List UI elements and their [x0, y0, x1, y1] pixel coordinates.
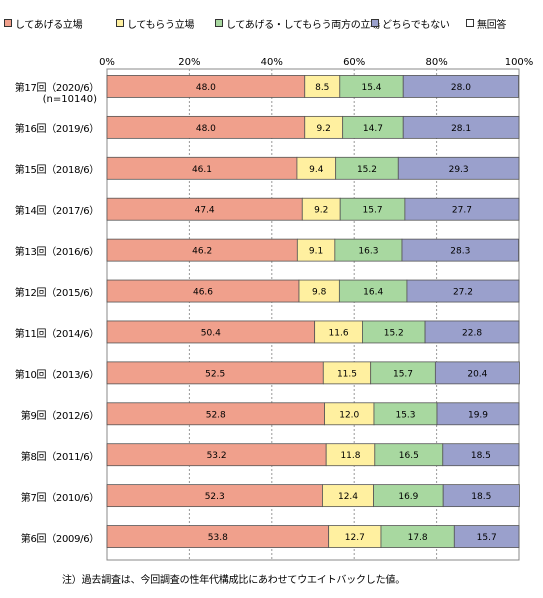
- data-label: 11.5: [337, 369, 357, 379]
- bar-segment: [442, 443, 520, 467]
- bar-segment: [406, 279, 520, 303]
- legend-item: 無回答: [466, 16, 507, 31]
- bar-segment: [397, 156, 520, 180]
- data-label: 11.8: [340, 451, 360, 461]
- data-label: 18.5: [471, 451, 491, 461]
- footnote: 注）過去調査は、今回調査の性年代構成比にあわせてウエイトバックした値。: [62, 575, 405, 586]
- data-label: 15.2: [357, 165, 377, 175]
- data-label: 52.3: [205, 492, 225, 502]
- data-label: 28.3: [450, 247, 470, 257]
- bar-segment: [401, 238, 519, 262]
- category-label: 第8回（2011/6）: [20, 451, 100, 463]
- data-label: 15.2: [384, 328, 404, 338]
- legend-swatch: [215, 19, 223, 27]
- data-label: 16.3: [358, 247, 378, 257]
- category-label: 第15回（2018/6）: [14, 165, 100, 177]
- category-label: 第14回（2017/6）: [14, 206, 100, 218]
- x-tick-label: 80%: [425, 57, 448, 68]
- legend-label: してあげる・してもらう両方の立場: [226, 19, 380, 31]
- data-label: 46.1: [192, 165, 212, 175]
- data-label: 15.3: [395, 410, 415, 420]
- bar-segment: [434, 361, 520, 385]
- legend-swatch: [4, 19, 12, 27]
- data-label: 16.5: [399, 451, 419, 461]
- data-label: 15.7: [393, 369, 413, 379]
- data-label: 12.7: [345, 533, 365, 543]
- plot-frame: [106, 68, 520, 561]
- bar-segment: [453, 525, 520, 548]
- data-label: 19.9: [468, 410, 488, 420]
- legend-item: してあげる立場: [4, 16, 83, 31]
- category-label: 第10回（2013/6）: [14, 369, 100, 381]
- data-label: 28.1: [451, 124, 471, 134]
- legend-swatch: [371, 19, 379, 27]
- legend-label: してあげる立場: [15, 19, 83, 31]
- data-label: 9.1: [309, 247, 323, 257]
- data-label: 16.4: [363, 288, 383, 298]
- chart-legend: してあげる立場 してもらう立場 してあげる・してもらう両方の立場 どちらでもない 無回答: [0, 16, 543, 32]
- data-label: 15.7: [363, 206, 383, 216]
- data-label: 28.0: [451, 83, 471, 93]
- data-label: 9.8: [312, 288, 327, 298]
- bar-segment: [402, 75, 519, 98]
- data-label: 20.4: [467, 369, 487, 379]
- data-label: 12.0: [339, 410, 359, 420]
- bar-segment: [442, 484, 520, 508]
- data-label: 53.2: [207, 451, 227, 461]
- data-label: 12.4: [338, 492, 358, 502]
- x-tick-label: 20%: [178, 57, 201, 68]
- data-label: 29.3: [449, 165, 469, 175]
- legend-swatch: [116, 19, 124, 27]
- legend-label: してもらう立場: [127, 19, 195, 31]
- data-label: 15.4: [361, 83, 381, 93]
- legend-item: してもらう立場: [116, 16, 195, 31]
- data-label: 22.8: [462, 328, 482, 338]
- category-label: 第12回（2015/6）: [14, 288, 100, 300]
- bar-segment: [404, 197, 520, 221]
- x-tick-label: 0%: [99, 57, 115, 68]
- legend-item: どちらでもない: [371, 16, 450, 31]
- data-label: 8.5: [315, 83, 329, 93]
- data-label: 46.6: [193, 288, 213, 298]
- data-label: 9.4: [309, 165, 324, 175]
- data-label: 52.8: [206, 410, 226, 420]
- data-label: 52.5: [205, 369, 225, 379]
- data-label: 48.0: [196, 83, 216, 93]
- category-label: 第13回（2016/6）: [14, 247, 100, 259]
- bar-segment: [436, 402, 520, 426]
- category-label: 第6回（2009/6）: [20, 533, 100, 545]
- data-label: 27.7: [452, 206, 472, 216]
- data-label: 9.2: [314, 206, 328, 216]
- category-label: 第11回（2014/6）: [14, 328, 100, 340]
- category-label: 第16回（2019/6）: [14, 124, 100, 136]
- bar-segment: [402, 115, 520, 139]
- data-label: 48.0: [196, 124, 216, 134]
- data-label: 11.6: [329, 328, 349, 338]
- data-label: 53.8: [208, 533, 228, 543]
- sample-size-label: (n=10140): [42, 94, 97, 106]
- x-tick-label: 100%: [504, 57, 534, 68]
- legend-swatch: [466, 19, 474, 27]
- data-label: 15.7: [477, 533, 497, 543]
- legend-label: 無回答: [477, 19, 507, 31]
- data-label: 17.8: [408, 533, 428, 543]
- data-label: 9.2: [317, 124, 331, 134]
- x-tick-label: 40%: [260, 57, 283, 68]
- data-label: 46.2: [192, 247, 212, 257]
- data-label: 27.2: [453, 288, 473, 298]
- bar-segment: [424, 320, 520, 344]
- data-label: 16.9: [398, 492, 418, 502]
- data-label: 18.5: [471, 492, 491, 502]
- category-label: 第17回（2020/6）: [14, 83, 100, 95]
- category-label: 第7回（2010/6）: [20, 492, 100, 504]
- data-label: 50.4: [201, 328, 221, 338]
- legend-item: してあげる・してもらう両方の立場: [215, 16, 380, 31]
- data-label: 14.7: [363, 124, 383, 134]
- category-label: 第9回（2012/6）: [20, 410, 100, 422]
- x-tick-label: 60%: [343, 57, 366, 68]
- legend-label: どちらでもない: [382, 19, 450, 31]
- data-label: 47.4: [195, 206, 215, 216]
